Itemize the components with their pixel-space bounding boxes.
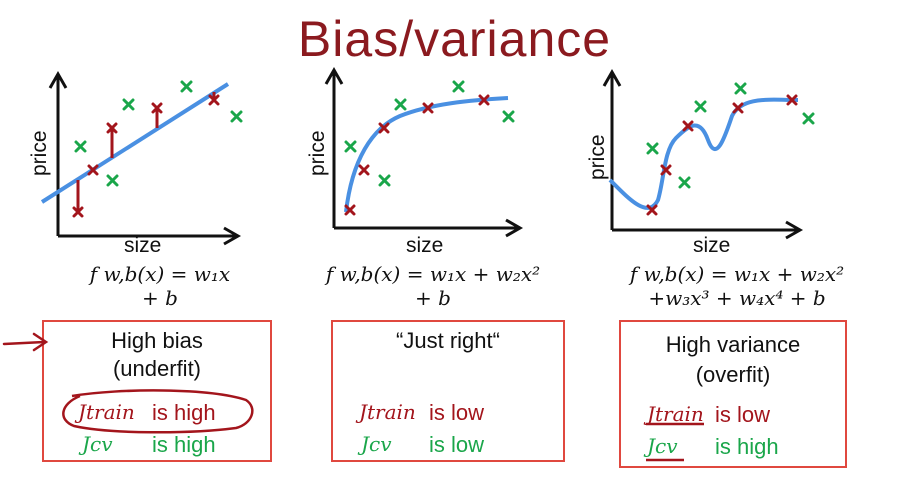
y-axis-label: price — [586, 134, 609, 180]
x-axis-label: size — [693, 234, 731, 257]
fit-line — [40, 82, 230, 204]
j-train-status: is high — [152, 400, 216, 425]
plot-axes — [602, 68, 804, 240]
box-title: High bias — [111, 328, 203, 353]
j-cv-symbol: Jcv — [647, 434, 678, 458]
formula-line: + b — [142, 286, 178, 310]
model-formula: f w,b(x) = w₁x + w₂x² +w₃x³ + w₄x⁴ + b — [612, 262, 862, 310]
just-right-box: “Just right“ Jtrain is low Jcv is low — [331, 320, 565, 462]
page-title: Bias/variance — [297, 11, 612, 67]
model-formula: f w,b(x) = w₁x + w₂x² + b — [308, 262, 558, 310]
j-cv-symbol: Jcv — [82, 432, 113, 456]
j-cv-symbol: Jcv — [361, 432, 392, 456]
train-points — [72, 94, 220, 218]
j-cv-row: Jcv is high — [621, 434, 845, 464]
cv-points — [74, 80, 243, 187]
box-subtitle: (overfit) — [695, 362, 771, 387]
cv-points — [344, 80, 515, 187]
box-title: High variance — [665, 332, 801, 357]
y-axis-label: price — [28, 130, 51, 176]
j-cv-status: is low — [429, 432, 485, 457]
j-train-row: Jtrain is low — [621, 402, 845, 432]
j-train-row: Jtrain is high — [44, 400, 270, 430]
fit-curve — [344, 96, 509, 213]
j-train-symbol: Jtrain — [647, 402, 704, 426]
j-cv-row: Jcv is high — [44, 432, 270, 462]
j-train-status: is low — [715, 402, 771, 427]
formula-line: + b — [415, 286, 451, 310]
j-train-status: is low — [429, 400, 485, 425]
plot-axes — [48, 70, 242, 246]
x-axis-label: size — [406, 234, 444, 257]
formula-line: +w₃x³ + w₄x⁴ + b — [648, 286, 826, 310]
overfit-box: High variance (overfit) Jtrain is low Jc… — [619, 320, 847, 468]
box-title: “Just right“ — [396, 328, 500, 353]
j-cv-status: is high — [152, 432, 216, 457]
formula-line: f w,b(x) = w₁x — [89, 262, 231, 286]
train-points — [646, 94, 798, 216]
cv-points — [646, 82, 815, 189]
underfit-box: High bias (underfit) Jtrain is high Jcv … — [42, 320, 272, 462]
train-points — [344, 94, 490, 216]
box-subtitle: (underfit) — [112, 356, 202, 381]
fit-curve — [608, 97, 799, 210]
plot-axes — [324, 66, 524, 238]
y-axis-label: price — [306, 130, 329, 176]
x-axis-label: size — [124, 234, 162, 257]
j-cv-row: Jcv is low — [333, 432, 563, 462]
j-train-symbol: Jtrain — [78, 400, 135, 424]
model-formula: f w,b(x) = w₁x + b — [60, 262, 260, 310]
j-cv-status: is high — [715, 434, 779, 459]
j-train-row: Jtrain is low — [333, 400, 563, 430]
formula-line: f w,b(x) = w₁x + w₂x² — [325, 262, 541, 286]
formula-line: f w,b(x) = w₁x + w₂x² — [629, 262, 845, 286]
j-train-symbol: Jtrain — [359, 400, 416, 424]
